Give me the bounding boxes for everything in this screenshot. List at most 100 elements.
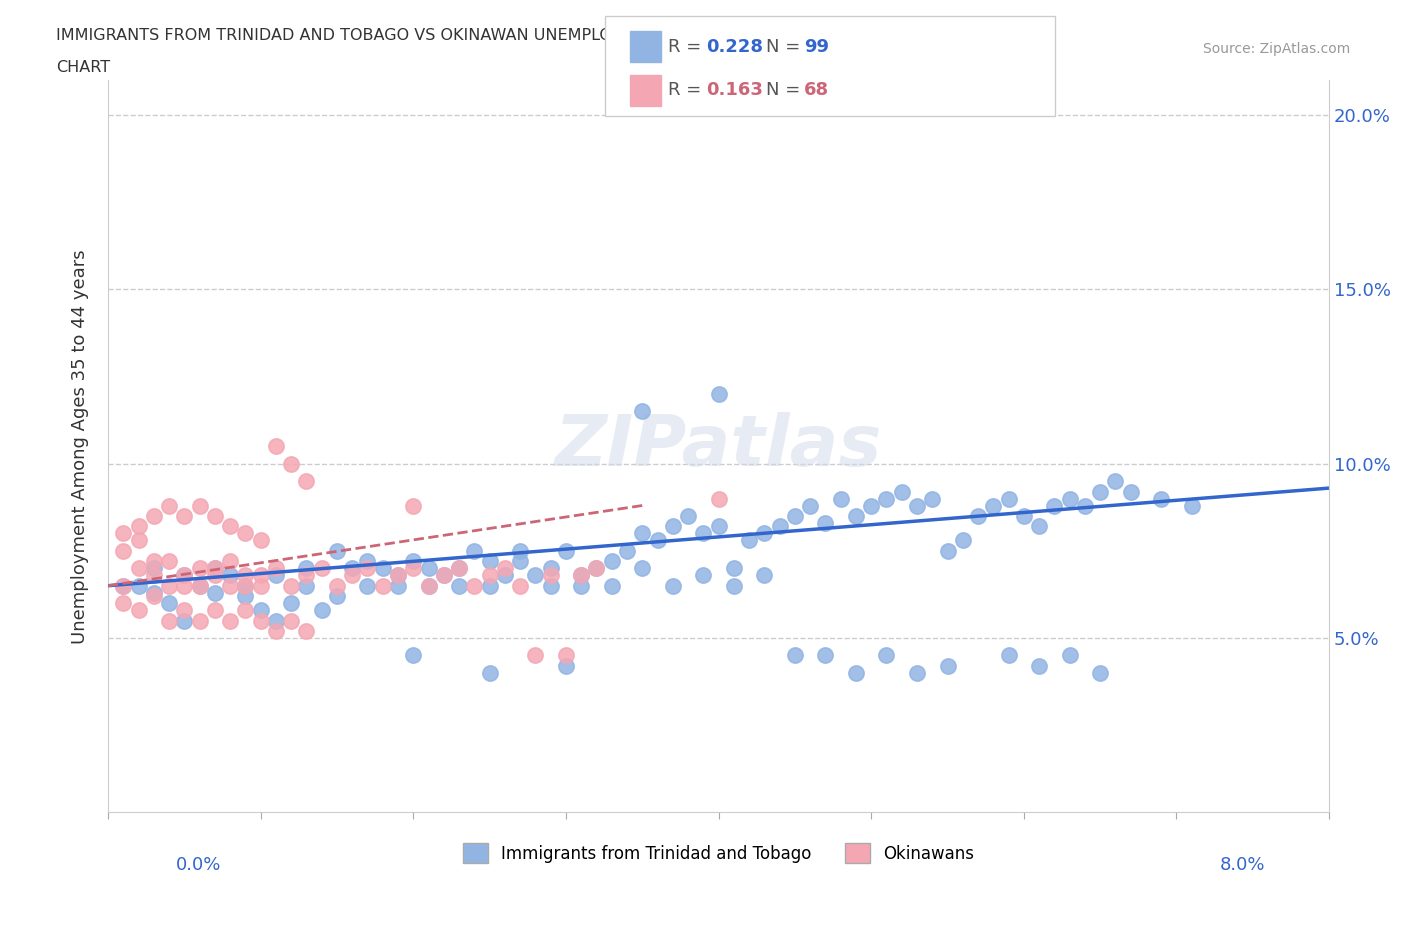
Point bbox=[936, 543, 959, 558]
Point bbox=[783, 509, 806, 524]
Point bbox=[707, 519, 730, 534]
Point bbox=[814, 515, 837, 530]
Legend: Immigrants from Trinidad and Tobago, Okinawans: Immigrants from Trinidad and Tobago, Oki… bbox=[456, 836, 981, 870]
Point bbox=[128, 533, 150, 548]
Point bbox=[173, 578, 195, 593]
Point bbox=[997, 491, 1019, 506]
Point bbox=[173, 603, 195, 618]
Point bbox=[142, 589, 165, 604]
Point bbox=[1104, 473, 1126, 488]
Point bbox=[188, 578, 211, 593]
Point bbox=[754, 568, 776, 583]
Point bbox=[783, 648, 806, 663]
Point bbox=[754, 526, 776, 541]
Point bbox=[249, 568, 271, 583]
Point bbox=[264, 568, 287, 583]
Point bbox=[387, 568, 409, 583]
Point bbox=[692, 568, 714, 583]
Point bbox=[418, 578, 440, 593]
Point bbox=[128, 578, 150, 593]
Point bbox=[173, 613, 195, 628]
Point bbox=[157, 554, 180, 569]
Point bbox=[555, 648, 578, 663]
Point bbox=[219, 519, 242, 534]
Point bbox=[128, 519, 150, 534]
Point bbox=[1043, 498, 1066, 513]
Text: R =: R = bbox=[668, 37, 707, 56]
Point bbox=[1119, 485, 1142, 499]
Point bbox=[295, 568, 318, 583]
Text: N =: N = bbox=[766, 81, 806, 100]
Text: 99: 99 bbox=[804, 37, 830, 56]
Point bbox=[142, 585, 165, 600]
Point bbox=[463, 543, 485, 558]
Point bbox=[692, 526, 714, 541]
Point bbox=[142, 561, 165, 576]
Point bbox=[830, 491, 852, 506]
Text: N =: N = bbox=[766, 37, 806, 56]
Point bbox=[905, 498, 928, 513]
Point bbox=[707, 387, 730, 402]
Point bbox=[1150, 491, 1173, 506]
Point bbox=[463, 578, 485, 593]
Point bbox=[936, 658, 959, 673]
Point bbox=[449, 578, 471, 593]
Point bbox=[280, 578, 302, 593]
Point bbox=[249, 533, 271, 548]
Point bbox=[173, 568, 195, 583]
Point bbox=[387, 578, 409, 593]
Point bbox=[387, 568, 409, 583]
Point bbox=[981, 498, 1004, 513]
Point bbox=[799, 498, 821, 513]
Point bbox=[112, 543, 135, 558]
Point bbox=[585, 561, 607, 576]
Point bbox=[1028, 658, 1050, 673]
Point bbox=[204, 585, 226, 600]
Point bbox=[219, 568, 242, 583]
Text: R =: R = bbox=[668, 81, 707, 100]
Point bbox=[295, 473, 318, 488]
Point bbox=[204, 509, 226, 524]
Point bbox=[280, 596, 302, 611]
Point bbox=[875, 648, 897, 663]
Point bbox=[264, 439, 287, 454]
Point bbox=[676, 509, 699, 524]
Point bbox=[494, 568, 516, 583]
Point bbox=[264, 624, 287, 639]
Point bbox=[540, 561, 562, 576]
Point bbox=[433, 568, 456, 583]
Point bbox=[402, 561, 425, 576]
Point bbox=[478, 568, 501, 583]
Point bbox=[142, 568, 165, 583]
Point bbox=[112, 526, 135, 541]
Point bbox=[631, 404, 654, 418]
Point bbox=[311, 603, 333, 618]
Point bbox=[905, 666, 928, 681]
Point bbox=[845, 509, 868, 524]
Point bbox=[418, 578, 440, 593]
Point bbox=[356, 554, 378, 569]
Point bbox=[112, 578, 135, 593]
Point bbox=[1181, 498, 1204, 513]
Point bbox=[112, 596, 135, 611]
Point bbox=[219, 554, 242, 569]
Point bbox=[860, 498, 883, 513]
Point bbox=[1088, 666, 1111, 681]
Point bbox=[890, 485, 912, 499]
Point bbox=[280, 613, 302, 628]
Point bbox=[723, 561, 745, 576]
Point bbox=[723, 578, 745, 593]
Point bbox=[249, 613, 271, 628]
Point bbox=[264, 613, 287, 628]
Point bbox=[402, 648, 425, 663]
Point bbox=[235, 589, 257, 604]
Point bbox=[204, 568, 226, 583]
Point bbox=[814, 648, 837, 663]
Point bbox=[1074, 498, 1097, 513]
Point bbox=[235, 578, 257, 593]
Point bbox=[921, 491, 943, 506]
Point bbox=[356, 578, 378, 593]
Point bbox=[631, 561, 654, 576]
Text: 0.163: 0.163 bbox=[706, 81, 762, 100]
Point bbox=[249, 578, 271, 593]
